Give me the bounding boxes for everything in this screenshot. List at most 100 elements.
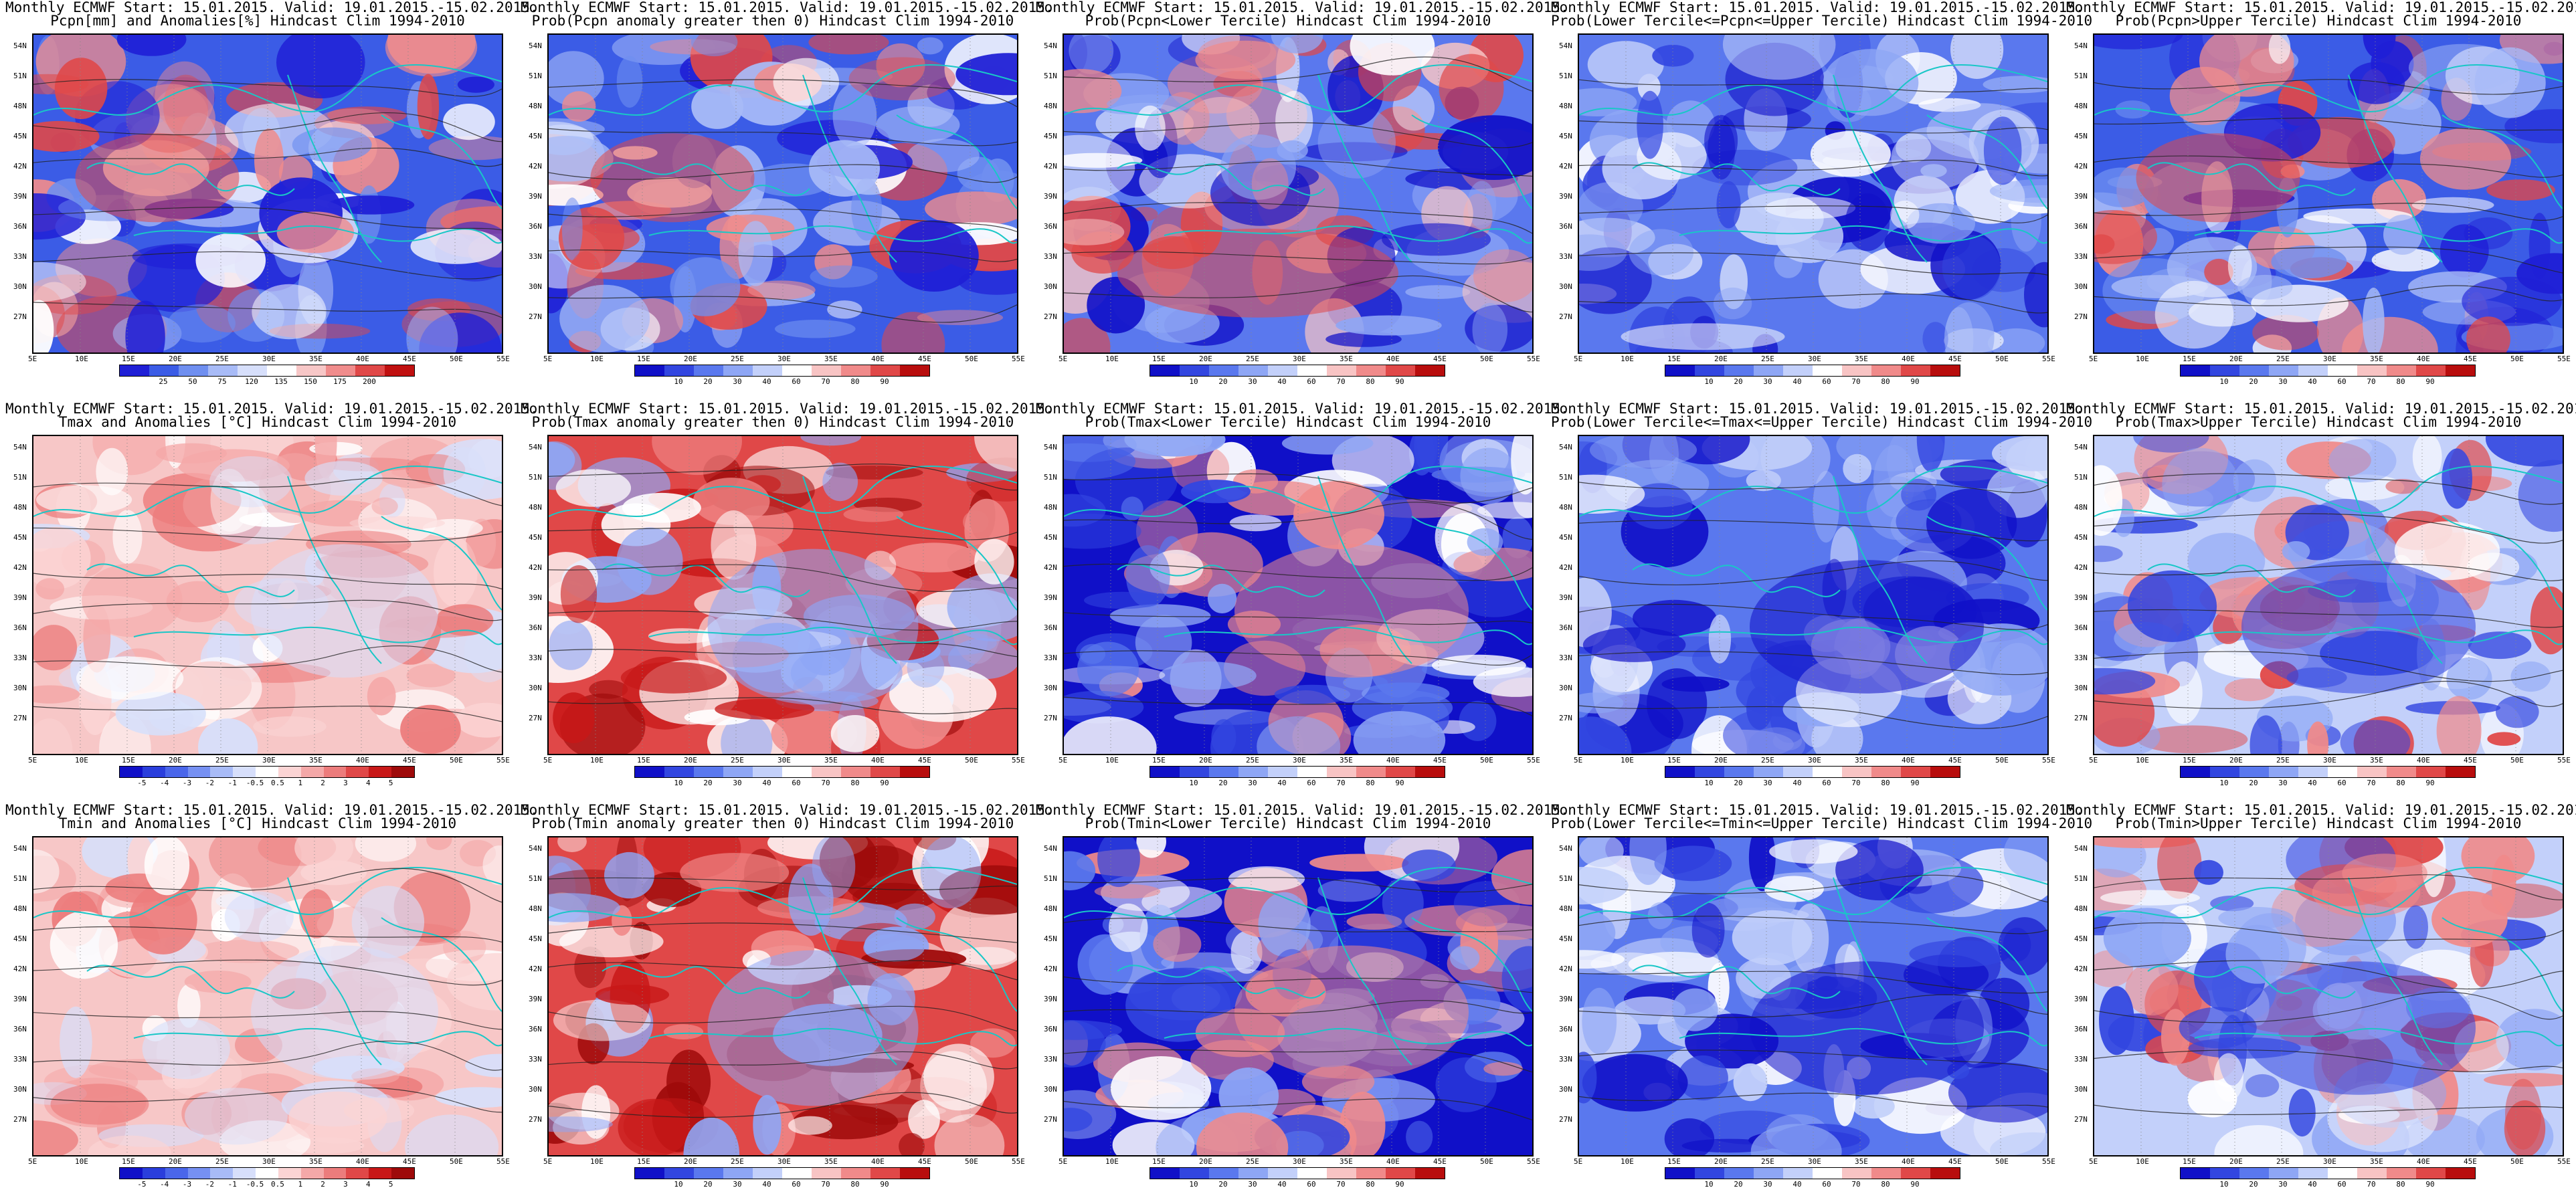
colorbar-swatch [753, 767, 782, 777]
colorbar-tick-label: 90 [1395, 377, 1404, 386]
colorbar-tick-label: 70 [2367, 1180, 2376, 1189]
colorbar-tick-label: 10 [674, 1180, 683, 1189]
colorbar-tick-label: 80 [2396, 779, 2405, 787]
colorbar-ticks: 10 20 30 40 60 70 80 90 [1149, 1180, 1444, 1189]
latitude-label: 27N [529, 1115, 542, 1124]
latitude-label: 45N [1559, 132, 1572, 140]
colorbar-swatch [2387, 365, 2416, 376]
colorbar-tick-label: 30 [1248, 779, 1257, 787]
colorbar-tick-label: -0.5 [246, 779, 264, 787]
longitude-label: 10E [2136, 1157, 2149, 1166]
longitude-label: 10E [1105, 355, 1119, 363]
longitude-label: 10E [590, 1157, 604, 1166]
longitude-label: 5E [28, 355, 37, 363]
colorbar-swatch [2357, 1168, 2387, 1179]
longitude-label: 25E [2276, 355, 2290, 363]
colorbar-swatch [1238, 365, 1268, 376]
colorbar [2180, 1167, 2476, 1179]
latitude-label: 45N [1559, 934, 1572, 943]
colorbar-swatch [753, 1168, 782, 1179]
colorbar-swatch [841, 365, 870, 376]
longitude-label: 50E [2510, 1157, 2524, 1166]
latitude-label: 30N [2074, 1085, 2088, 1094]
longitude-label: 55E [2042, 1157, 2055, 1166]
latitude-label: 30N [2074, 684, 2088, 692]
colorbar-swatch [1665, 365, 1695, 376]
colorbar-swatch [165, 767, 188, 777]
colorbar-swatch [2298, 1168, 2328, 1179]
colorbar-swatch [1842, 1168, 1871, 1179]
colorbar-swatch [1665, 1168, 1695, 1179]
longitude-label: 25E [215, 1157, 229, 1166]
longitude-label: 20E [1714, 355, 1728, 363]
field-map [2093, 33, 2564, 354]
longitude-label: 15E [1667, 1157, 1681, 1166]
colorbar-swatch [2416, 365, 2446, 376]
longitude-label: 55E [2042, 756, 2055, 765]
colorbar [634, 766, 930, 778]
colorbar-swatch [2387, 767, 2416, 777]
longitude-label: 10E [75, 1157, 88, 1166]
panel-subtitle: Prob(Pcpn<Lower Tercile) Hindcast Clim 1… [1085, 13, 1491, 29]
longitude-label: 5E [543, 1157, 553, 1166]
longitude-label: 25E [1246, 756, 1259, 765]
panel-subtitle: Prob(Tmax anomaly greater then 0) Hindca… [531, 414, 1014, 430]
longitude-label: 35E [1855, 355, 1868, 363]
colorbar-swatch [1724, 1168, 1754, 1179]
longitude-label: 20E [169, 355, 182, 363]
field-map [1063, 836, 1534, 1157]
colorbar-swatch [782, 365, 812, 376]
latitude-label: 51N [1044, 72, 1057, 80]
latitude-label: 36N [529, 623, 542, 632]
map-panel: Monthly ECMWF Start: 15.01.2015. Valid: … [1551, 803, 2092, 1204]
colorbar-swatch [1150, 1168, 1180, 1179]
latitude-label: 48N [1559, 102, 1572, 110]
colorbar-tick-label: 80 [2396, 1180, 2405, 1189]
longitude-label: 55E [1527, 1157, 1540, 1166]
colorbar-tick-label: 40 [2308, 1180, 2317, 1189]
colorbar-tick-label: 40 [1792, 377, 1802, 386]
latitude-label: 33N [529, 1055, 542, 1064]
longitude-label: 25E [731, 1157, 744, 1166]
latitude-label: 33N [1044, 1055, 1057, 1064]
colorbar-tick-label: -1 [227, 779, 237, 787]
colorbar-swatch [120, 365, 149, 376]
colorbar-swatch [187, 767, 211, 777]
colorbar-tick-label: 30 [1763, 1180, 1772, 1189]
colorbar-tick-label: 10 [2219, 377, 2229, 386]
field-map [1063, 33, 1534, 354]
colorbar-tick-label: 10 [2219, 1180, 2229, 1189]
longitude-label: 15E [2183, 355, 2196, 363]
colorbar-tick-label: 10 [674, 377, 683, 386]
latitude-label: 42N [2074, 563, 2088, 572]
colorbar [1149, 1167, 1445, 1179]
longitude-label: 15E [2183, 1157, 2196, 1166]
colorbar-tick-label: 3 [343, 1180, 348, 1189]
colorbar-swatch [2446, 767, 2475, 777]
longitude-label: 10E [1621, 355, 1634, 363]
colorbar-swatch [2239, 767, 2269, 777]
colorbar-tick-label: -5 [137, 1180, 147, 1189]
colorbar-swatch [1695, 767, 1724, 777]
latitude-label: 30N [529, 282, 542, 291]
colorbar-swatch [664, 1168, 694, 1179]
colorbar-tick-label: 80 [1366, 779, 1375, 787]
colorbar-swatch [165, 1168, 188, 1179]
longitude-label: 40E [2417, 355, 2430, 363]
colorbar-tick-label: 5 [388, 779, 393, 787]
latitude-label: 27N [1044, 312, 1057, 321]
map-panel: Monthly ECMWF Start: 15.01.2015. Valid: … [521, 0, 1054, 401]
colorbar-tick-label: -0.5 [246, 1180, 264, 1189]
longitude-label: 25E [215, 756, 229, 765]
longitude-label: 25E [215, 355, 229, 363]
latitude-label: 51N [13, 874, 27, 883]
colorbar-swatch [1150, 365, 1180, 376]
colorbar-swatch [1415, 767, 1445, 777]
colorbar-tick-label: 150 [304, 377, 317, 386]
latitude-label: 51N [2074, 874, 2088, 883]
longitude-label: 40E [1386, 1157, 1400, 1166]
colorbar-swatch [635, 1168, 664, 1179]
longitude-label: 40E [356, 1157, 369, 1166]
field-map [1578, 33, 2049, 354]
longitude-label: 20E [2229, 1157, 2243, 1166]
